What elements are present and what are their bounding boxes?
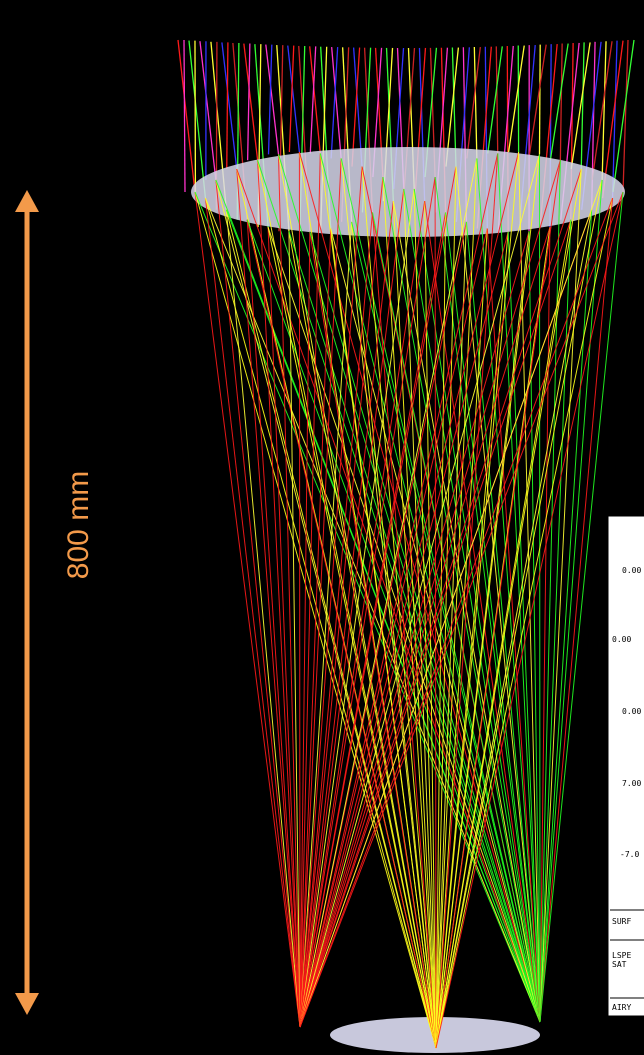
ray xyxy=(539,154,540,1022)
row-label: SURF xyxy=(612,917,631,926)
ray xyxy=(539,45,540,155)
field-label: 0.00 xyxy=(612,635,631,644)
field-label: -7.0 xyxy=(620,850,639,859)
row-label: AIRY xyxy=(612,1003,631,1012)
spot-diagram-panel: 0.00 0.00 0.00 7.00 -7.0 SURF LSPE SAT A… xyxy=(608,516,644,1016)
ray-trace-view: 800 mm 0.00 0.00 0.00 7.00 -7.0 SURF LSP… xyxy=(0,0,644,1055)
panel-frame xyxy=(608,516,644,1016)
field-label: 7.00 xyxy=(622,779,641,788)
field-label: 0.00 xyxy=(622,566,641,575)
field-label: 0.00 xyxy=(622,707,641,716)
scale-label: 800 mm xyxy=(62,471,95,579)
row-label: LSPE xyxy=(612,951,631,960)
row-label: SAT xyxy=(612,960,627,969)
ray xyxy=(299,152,300,1027)
